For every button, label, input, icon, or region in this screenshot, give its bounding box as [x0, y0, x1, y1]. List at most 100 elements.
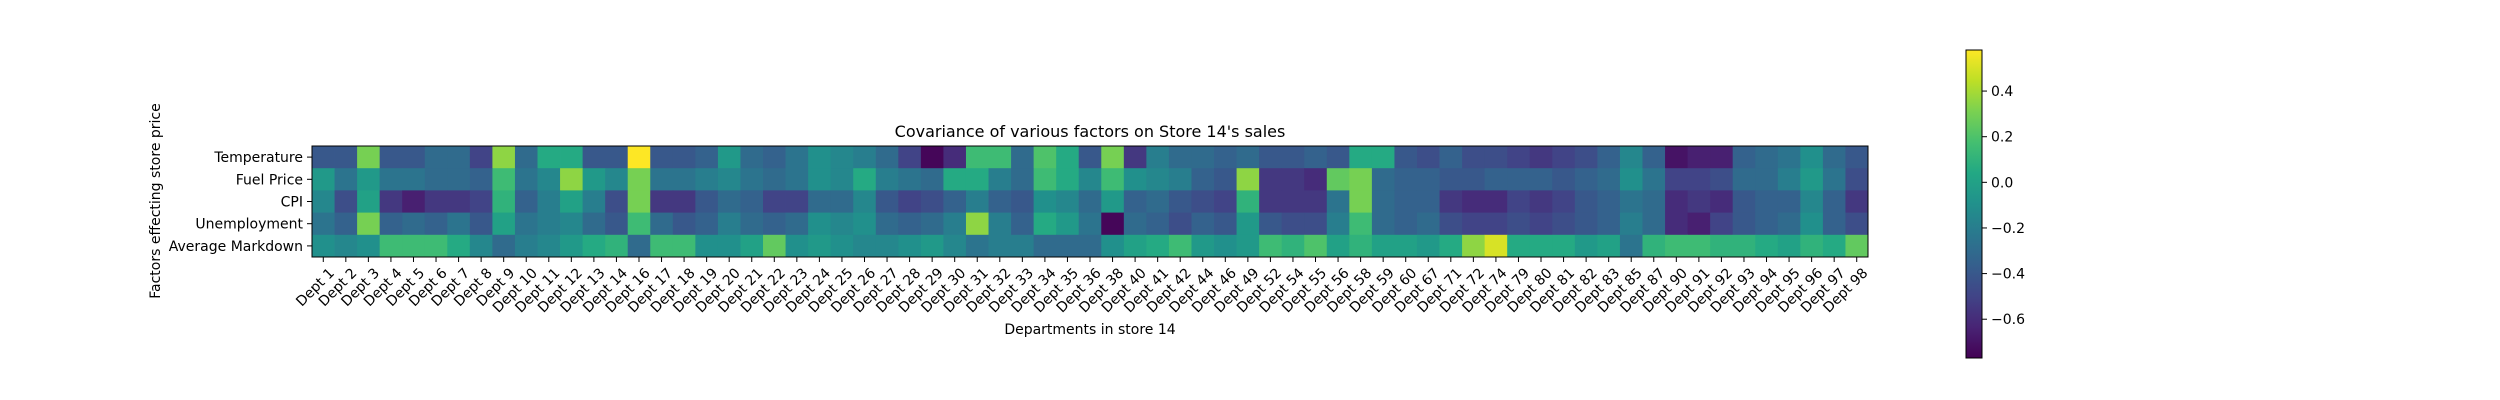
heatmap-cell [1800, 212, 1824, 236]
heatmap-cell [1574, 234, 1598, 258]
heatmap-cell [1416, 168, 1440, 191]
heatmap-cell [1574, 146, 1598, 169]
heatmap-cell [717, 212, 741, 236]
heatmap-cell [898, 168, 922, 191]
heatmap-cell [853, 146, 877, 169]
heatmap-cell [1439, 212, 1463, 236]
heatmap-cell [1416, 190, 1440, 213]
heatmap-cell [763, 146, 786, 169]
heatmap-cell [424, 146, 448, 169]
heatmap-cell [1146, 190, 1170, 213]
heatmap-cell [695, 212, 719, 236]
heatmap-cell [627, 190, 651, 213]
heatmap-cell [1101, 234, 1125, 258]
heatmap-cell [1755, 146, 1779, 169]
heatmap-cell [875, 212, 899, 236]
heatmap-cell [424, 168, 448, 191]
heatmap-cell [695, 190, 719, 213]
heatmap-cell [1710, 168, 1734, 191]
heatmap-cell [514, 168, 538, 191]
heatmap-cell [1281, 234, 1305, 258]
heatmap-cell [1552, 212, 1576, 236]
heatmap-cell [1214, 212, 1237, 236]
colorbar-tick-label: 0.0 [1991, 175, 2013, 191]
heatmap-cell [1236, 234, 1260, 258]
heatmap-cell [627, 168, 651, 191]
heatmap-cell [1642, 146, 1666, 169]
heatmap-cell [1439, 146, 1463, 169]
heatmap-cell [1056, 212, 1080, 236]
heatmap-cell [808, 234, 832, 258]
heatmap-cell [965, 146, 989, 169]
heatmap-cell [1439, 234, 1463, 258]
heatmap-cell [1574, 212, 1598, 236]
heatmap-cell [785, 146, 809, 169]
heatmap-cell [920, 212, 944, 236]
x-axis-label: Departments in store 14 [1004, 322, 1175, 338]
heatmap-cell [1416, 146, 1440, 169]
heatmap-cell [1259, 168, 1283, 191]
heatmap-cell [514, 146, 538, 169]
heatmap-cell [492, 234, 516, 258]
heatmap-cell [424, 212, 448, 236]
heatmap-cell [560, 212, 584, 236]
heatmap-cell [920, 146, 944, 169]
heatmap-cell [1462, 190, 1486, 213]
heatmap-cell [830, 212, 854, 236]
heatmap-cell [808, 168, 832, 191]
heatmap-cell [1845, 190, 1869, 213]
heatmap-cell [1326, 190, 1350, 213]
heatmap-cell [1462, 146, 1486, 169]
heatmap-cell [1168, 190, 1192, 213]
heatmap-cell [537, 146, 561, 169]
heatmap-cell [1484, 190, 1508, 213]
heatmap-cell [965, 234, 989, 258]
heatmap-cell [1371, 212, 1395, 236]
heatmap-cell [1304, 234, 1328, 258]
heatmap-cell [763, 234, 786, 258]
heatmap-cell [357, 212, 381, 236]
heatmap-cell [1439, 168, 1463, 191]
heatmap-cell [1619, 234, 1643, 258]
heatmap-cell [1191, 190, 1215, 213]
heatmap-cell [1146, 168, 1170, 191]
heatmap-cell [1619, 168, 1643, 191]
heatmap-cell [582, 190, 606, 213]
heatmap-cell [943, 146, 967, 169]
heatmap-cell [1349, 234, 1373, 258]
heatmap-cell [875, 146, 899, 169]
heatmap-cell [582, 168, 606, 191]
heatmap-cell [402, 168, 426, 191]
heatmap-cell [1529, 212, 1553, 236]
heatmap-cell [1011, 234, 1035, 258]
heatmap-cell [1146, 146, 1170, 169]
heatmap-cell [830, 190, 854, 213]
heatmap-cell [357, 234, 381, 258]
heatmap-cell [537, 168, 561, 191]
heatmap-cell [717, 146, 741, 169]
y-axis-label: Factors effecting store price [148, 103, 164, 298]
heatmap-cell [1394, 190, 1418, 213]
heatmap-cell [717, 168, 741, 191]
heatmap-cell [650, 190, 674, 213]
heatmap-cell [1642, 190, 1666, 213]
heatmap-cell [1371, 234, 1395, 258]
heatmap-cell [1552, 146, 1576, 169]
heatmap-cell [1597, 190, 1621, 213]
heatmap-cell [1687, 168, 1711, 191]
heatmap-cell [605, 146, 629, 169]
heatmap-cells [312, 146, 1869, 258]
heatmap-cell [965, 212, 989, 236]
heatmap-cell [898, 234, 922, 258]
heatmap-cell [1281, 212, 1305, 236]
heatmap-cell [1507, 190, 1531, 213]
heatmap-cell [1755, 212, 1779, 236]
heatmap-cell [1732, 146, 1756, 169]
heatmap-cell [1777, 146, 1801, 169]
heatmap-cell [1597, 234, 1621, 258]
heatmap-cell [695, 234, 719, 258]
heatmap-cell [875, 168, 899, 191]
heatmap-cell [1214, 168, 1237, 191]
heatmap-cell [1777, 168, 1801, 191]
heatmap-cell [1462, 234, 1486, 258]
